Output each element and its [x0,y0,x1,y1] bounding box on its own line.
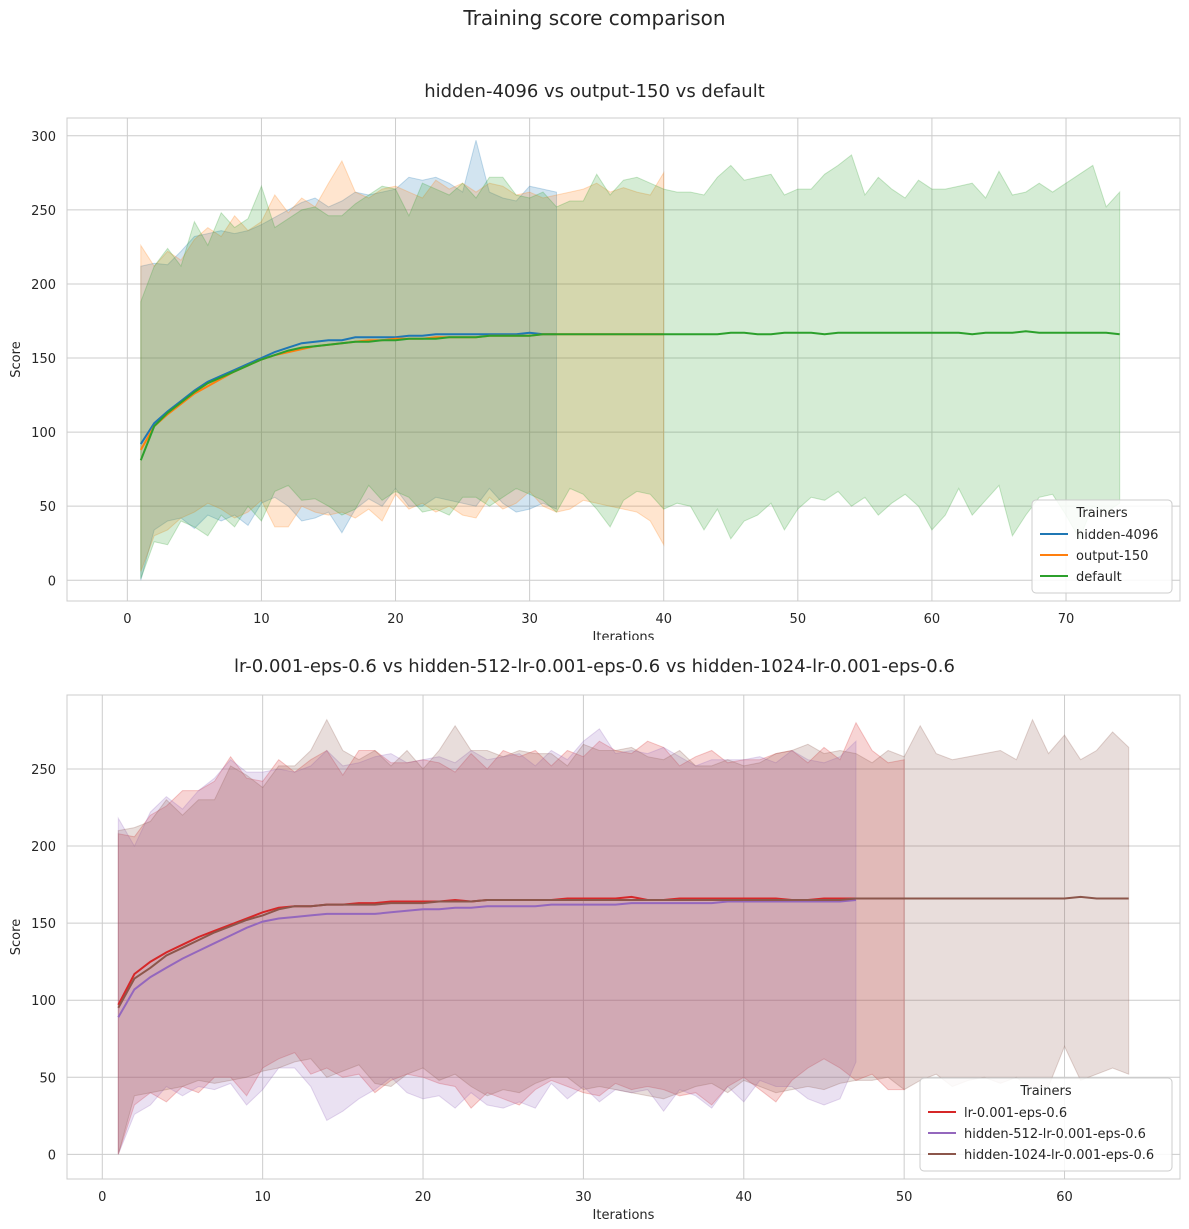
chart-2-y-tick-label: 150 [31,917,56,932]
chart-1-x-tick-label: 20 [387,612,404,627]
chart-1-ci-band-output-150 [140,159,665,572]
chart-2-y-tick-label: 0 [48,1148,56,1163]
chart-1-y-tick-label: 200 [31,278,56,293]
chart-2-x-axis-label: Iterations [593,1208,655,1223]
chart-1-x-tick-label: 70 [1058,612,1075,627]
chart-1-y-axis-label: Score [9,341,24,377]
chart-2-x-tick-label: 40 [736,1190,753,1205]
chart-1-x-tick-label: 30 [521,612,538,627]
chart-2-y-tick-label: 250 [31,763,56,778]
chart-1-legend-label: output-150 [1076,549,1148,564]
chart-1-legend-label: default [1076,570,1122,585]
chart-1-x-axis-label: Iterations [593,630,655,640]
chart-1-y-tick-label: 100 [31,426,56,441]
chart-2-y-tick-label: 50 [39,1071,56,1086]
chart-1-x-tick-label: 60 [924,612,941,627]
chart-2-x-tick-label: 0 [98,1190,106,1205]
chart-1-y-tick-label: 50 [39,500,56,515]
chart-1-legend-box [1031,499,1173,594]
chart-2-y-tick-label: 200 [31,840,56,855]
chart-2-mean-line-hidden-1024-lr-0.001-eps-0.6 [117,895,1129,1009]
chart-2-ci-band-hidden-1024-lr-0.001-eps-0.6 [117,718,1130,1155]
chart-1-mean-line-hidden-4096 [139,331,557,445]
chart-1-plot-area [66,117,1181,602]
chart-2-x-tick-label: 50 [896,1190,913,1205]
chart-1-title: hidden-4096 vs output-150 vs default [424,81,765,102]
chart-1-x-tick-label: 40 [655,612,672,627]
chart-2-mean-line-hidden-512-lr-0.001-eps-0.6 [117,899,857,1018]
chart-1-x-tick-label: 0 [123,612,131,627]
chart-2-legend-box [919,1077,1173,1172]
chart-1-x-tick-label: 50 [790,612,807,627]
chart-1-y-tick-label: 150 [31,352,56,367]
chart-2-ci-band-lr-0.001-eps-0.6 [117,721,905,1155]
chart-1-ci-band-hidden-4096 [140,140,557,581]
chart-2-x-tick-label: 30 [575,1190,592,1205]
chart-1-y-tick-label: 0 [48,574,56,589]
chart-2-x-tick-label: 20 [415,1190,432,1205]
chart-2-y-axis-label: Score [9,919,24,955]
chart-2-legend-label: hidden-1024-lr-0.001-eps-0.6 [964,1148,1154,1163]
figure-title: Training score comparison [463,6,726,30]
chart-1-svg: 0 10 20 30 40 50 60 70 0 50 100 150 200 250 300 Iterati… [9,117,1181,640]
chart-2-legend-title: Trainers [1019,1084,1072,1099]
chart-1-x-tick-label: 10 [253,612,270,627]
chart-1-y-tick-label: 300 [31,130,56,145]
chart-2-y-tick-label: 100 [31,994,56,1009]
chart-2-x-tick-label: 10 [254,1190,271,1205]
chart-1-y-tick-label: 250 [31,204,56,219]
chart-2-x-tick-label: 60 [1056,1190,1073,1205]
chart-1-legend-label: hidden-4096 [1076,528,1158,543]
chart-1-mean-line-default [139,330,1120,461]
chart-2-legend-label: hidden-512-lr-0.001-eps-0.6 [964,1127,1146,1142]
chart-1-legend-title: Trainers [1075,506,1128,521]
chart-2-ci-band-hidden-512-lr-0.001-eps-0.6 [117,728,857,1155]
chart-2-title: lr-0.001-eps-0.6 vs hidden-512-lr-0.001-… [234,656,955,677]
chart-2-legend-label: lr-0.001-eps-0.6 [964,1106,1067,1121]
